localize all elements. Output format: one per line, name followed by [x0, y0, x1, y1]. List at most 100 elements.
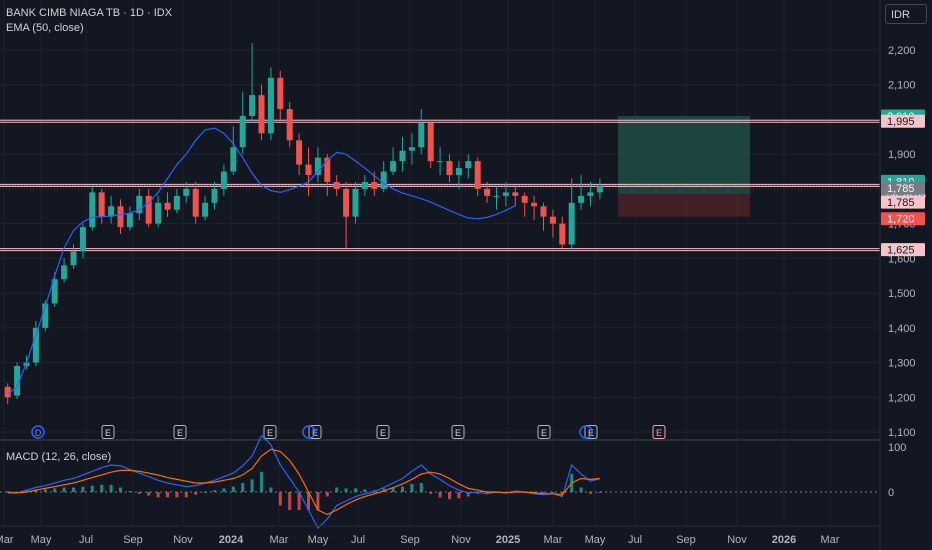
candle-body [568, 202, 575, 245]
candle-body [390, 161, 397, 172]
macd-histogram-bar [25, 490, 28, 492]
position-tool[interactable] [618, 115, 750, 217]
candle-body [286, 109, 293, 141]
earnings-marker[interactable] [101, 425, 115, 439]
price-tick-label: 1,400 [888, 323, 916, 335]
macd-histogram-bar [325, 492, 329, 497]
target-zone[interactable] [618, 115, 750, 195]
macd-histogram-bar [419, 483, 423, 492]
price-label-box [881, 212, 925, 226]
candle-body [455, 168, 462, 176]
macd-histogram-bar [354, 488, 357, 492]
time-tick-label: Sep [123, 534, 143, 546]
candle-body [343, 188, 350, 217]
macd-histogram-bar [429, 492, 433, 494]
marker-letter: E [541, 428, 547, 438]
macd-tick-label: 100 [888, 442, 906, 454]
macd-histogram-bar [109, 484, 113, 492]
time-axis[interactable]: Mar May Jul Sep Nov 2024 Mar May Jul Sep Nov 2025 Ma… [0, 534, 840, 546]
time-tick-label: Sep [676, 534, 696, 546]
candle-body [305, 164, 312, 176]
signal-line [7, 448, 600, 516]
candle-body [126, 213, 133, 228]
candle-body [408, 147, 415, 151]
macd-histogram-bar [335, 487, 339, 492]
candle-body [277, 77, 284, 110]
macd-histogram-bar [241, 483, 245, 492]
ema-indicator-label[interactable]: EMA (50, close) [6, 22, 84, 34]
macd-histogram-bar [476, 492, 480, 494]
macd-histogram-bar [156, 492, 160, 498]
time-tick-label: Mar [0, 534, 14, 546]
macd-histogram-bar [344, 488, 348, 492]
ema-line [7, 127, 516, 395]
macd-histogram-bar [589, 492, 592, 494]
marker-letter: E [656, 428, 662, 438]
time-tick-label: Nov [173, 534, 193, 546]
price-tick-label: 2,200 [888, 45, 916, 57]
price-label-box [881, 195, 925, 209]
earnings-marker[interactable] [451, 425, 465, 439]
time-tick-label: 2026 [772, 534, 796, 546]
candle-body [493, 195, 500, 197]
macd-histogram-bar [316, 492, 320, 510]
candle-body [361, 181, 368, 189]
macd-histogram-bar [222, 488, 226, 492]
time-tick-label: Jul [351, 534, 365, 546]
price-label-text: 1,785 [887, 183, 915, 195]
earnings-marker[interactable] [263, 425, 277, 439]
earnings-marker[interactable] [376, 425, 390, 439]
marker-letter: E [177, 428, 183, 438]
macd-indicator-label[interactable]: MACD (12, 26, close) [6, 451, 112, 463]
candle-body [98, 192, 105, 217]
macd-histogram-bar [438, 492, 442, 498]
macd-pane [0, 434, 880, 529]
candle-body [380, 171, 387, 189]
macd-axis[interactable]: 100 0 [888, 442, 906, 499]
marker-letter: D [35, 428, 42, 438]
price-tick-label: 1,500 [888, 288, 916, 300]
candle-body [32, 327, 39, 363]
macd-histogram-bar [6, 491, 10, 493]
earnings-marker[interactable] [537, 425, 551, 439]
candle-body [418, 122, 425, 148]
price-tick-label: 1,300 [888, 358, 916, 370]
macd-histogram-bar [542, 492, 545, 493]
candle-body [230, 147, 237, 172]
candle-body [437, 161, 444, 163]
macd-histogram-bar [137, 492, 141, 494]
candle-body [89, 192, 96, 228]
candle-body [61, 265, 68, 280]
price-labels: 2,0101,9951,81006:26:051,7851,7851,7201,… [881, 109, 926, 257]
macd-histogram-bar [147, 492, 151, 496]
dividend-marker[interactable] [579, 425, 593, 439]
earnings-marker[interactable] [173, 425, 187, 439]
earnings-marker[interactable] [584, 425, 598, 439]
candle-body [324, 157, 331, 182]
time-tick-label: Sep [400, 534, 420, 546]
macd-histogram-bar [90, 485, 94, 492]
earnings-marker[interactable] [308, 425, 322, 439]
symbol-title[interactable]: BANK CIMB NIAGA TB · 1D · IDX [6, 7, 173, 19]
dividend-marker[interactable] [31, 425, 45, 439]
currency-button[interactable]: IDR [885, 4, 927, 24]
dividend-marker[interactable] [302, 425, 316, 439]
candle-body [155, 202, 162, 224]
macd-histogram-bar [128, 491, 132, 493]
macd-histogram-bar [560, 492, 564, 494]
time-tick-label: Mar [821, 534, 840, 546]
horizontal-levels[interactable] [0, 119, 880, 252]
price-axis[interactable]: 2,2002,1002,0001,9001,8001,7001,6001,500… [888, 45, 916, 439]
candle-body [258, 95, 265, 134]
price-label-box [881, 243, 925, 257]
macd-histogram-bar [43, 489, 47, 492]
stop-zone[interactable] [618, 194, 750, 217]
time-tick-label: Jul [628, 534, 642, 546]
macd-histogram-bar [184, 492, 188, 498]
earnings-marker[interactable] [652, 425, 666, 439]
candle-body [220, 171, 227, 189]
time-tick-label: 2025 [496, 534, 520, 546]
macd-histogram-bar [269, 487, 273, 492]
